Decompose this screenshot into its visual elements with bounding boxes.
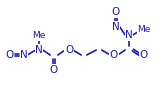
Text: O: O [110, 50, 118, 60]
Text: N: N [20, 50, 28, 60]
Text: N: N [125, 30, 133, 40]
Text: O: O [112, 7, 120, 17]
Text: Me: Me [137, 25, 151, 34]
Text: O: O [65, 45, 73, 55]
Text: O: O [5, 50, 13, 60]
Text: N: N [112, 22, 120, 32]
Text: N: N [35, 45, 43, 55]
Text: O: O [140, 50, 148, 60]
Text: O: O [50, 65, 58, 75]
Text: Me: Me [32, 31, 46, 40]
